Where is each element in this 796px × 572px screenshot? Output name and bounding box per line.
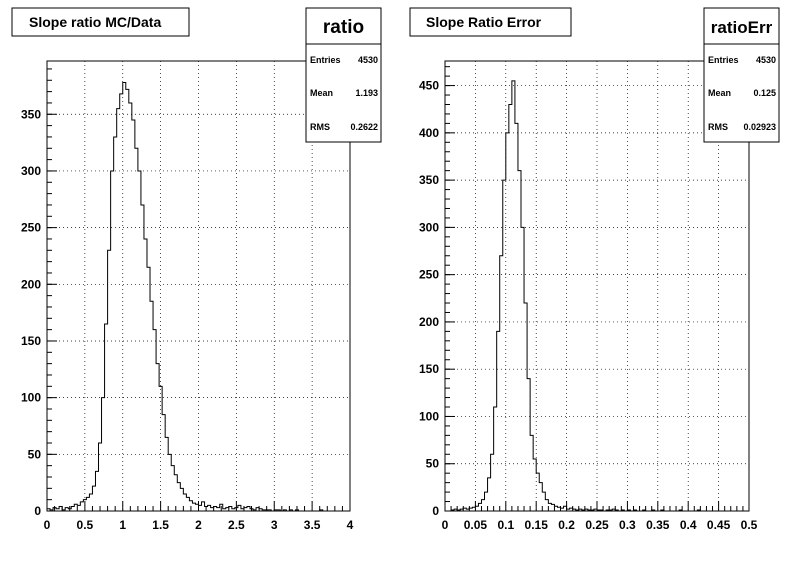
x-tick-label: 1.5: [152, 518, 169, 532]
stats-value-rms: 0.02923: [743, 122, 776, 132]
stats-name-ratioErr: ratioErr: [711, 18, 773, 37]
pad-ratioErr-xticks: 0 0.05 0.1 0.15 0.2 0.25 0.3 0.35 0.4 0.45 0.5: [442, 501, 758, 532]
y-tick-label: 300: [21, 164, 41, 178]
title-box-ratio: Slope ratio MC/Data: [11, 7, 190, 37]
x-tick-label: 0.2: [558, 518, 575, 532]
x-tick-label: 3: [271, 518, 278, 532]
y-tick-label: 250: [419, 268, 439, 282]
stats-label-rms: RMS: [708, 122, 728, 132]
stats-label-entries: Entries: [310, 55, 341, 65]
y-tick-label: 0: [34, 504, 41, 518]
x-tick-label: 0.35: [646, 518, 670, 532]
x-tick-label: 0.4: [680, 518, 697, 532]
x-tick-label: 3.5: [304, 518, 321, 532]
x-tick-label: 0.05: [464, 518, 488, 532]
x-tick-label: 0.1: [497, 518, 514, 532]
y-tick-label: 200: [419, 315, 439, 329]
y-tick-label: 450: [419, 79, 439, 93]
y-tick-label: 200: [21, 277, 41, 291]
pad-ratio-yticks: 0 50 100 150 200 250 300 350: [21, 68, 57, 518]
x-tick-label: 4: [347, 518, 354, 532]
stats-value-entries: 4530: [358, 55, 378, 65]
x-tick-label: 0.5: [741, 518, 758, 532]
x-tick-label: 2.5: [228, 518, 245, 532]
x-tick-label: 2: [195, 518, 202, 532]
stats-label-mean: Mean: [310, 88, 333, 98]
stats-box-ratio: ratio Entries 4530 Mean 1.193 RMS 0.2622: [305, 7, 382, 143]
y-tick-label: 350: [419, 173, 439, 187]
stats-label-rms: RMS: [310, 122, 330, 132]
x-tick-label: 0.45: [707, 518, 731, 532]
chart-title-ratioErr: Slope Ratio Error: [426, 14, 542, 30]
stats-value-rms: 0.2622: [350, 122, 378, 132]
x-tick-label: 0.25: [585, 518, 609, 532]
pad-ratio-grid: [47, 61, 350, 511]
x-tick-label: 0.15: [525, 518, 549, 532]
y-tick-label: 50: [28, 447, 42, 461]
y-tick-label: 100: [419, 409, 439, 423]
stats-label-mean: Mean: [708, 88, 731, 98]
pad-ratioErr-yticks: 0 50 100 150 200 250 300 350 400 450: [419, 66, 455, 518]
y-tick-label: 100: [21, 391, 41, 405]
stats-value-mean: 0.125: [753, 88, 776, 98]
stats-label-entries: Entries: [708, 55, 739, 65]
pad-ratio: 0 0.5 1 1.5 2 2.5 3 3.5 4 050100150200250300350 …: [11, 7, 382, 532]
x-tick-label: 0.3: [619, 518, 636, 532]
y-tick-label: 50: [426, 457, 440, 471]
stats-value-mean: 1.193: [355, 88, 378, 98]
title-box-ratioErr: Slope Ratio Error: [409, 7, 572, 37]
chart-title-ratio: Slope ratio MC/Data: [29, 14, 161, 30]
x-tick-label: 1: [119, 518, 126, 532]
x-tick-label: 0: [442, 518, 449, 532]
y-tick-label: 350: [21, 107, 41, 121]
y-tick-label: 250: [21, 221, 41, 235]
y-tick-label: 150: [21, 334, 41, 348]
pad-ratioErr: 0 0.05 0.1 0.15 0.2 0.25 0.3 0.35 0.4 0.45 0.5 0 50…: [409, 7, 780, 532]
y-tick-label: 150: [419, 362, 439, 376]
pad-ratioErr-grid: [445, 61, 749, 511]
pad-ratio-xticks: 0 0.5 1 1.5 2 2.5 3 3.5 4: [44, 501, 354, 532]
x-tick-label: 0: [44, 518, 51, 532]
x-tick-label: 0.5: [77, 518, 94, 532]
stats-box-ratioErr: ratioErr Entries 4530 Mean 0.125 RMS 0.0…: [703, 7, 780, 143]
y-tick-label: 400: [419, 126, 439, 140]
stats-name-ratio: ratio: [323, 17, 364, 38]
y-tick-label: 0: [432, 504, 439, 518]
y-tick-label: 300: [419, 220, 439, 234]
stats-value-entries: 4530: [756, 55, 776, 65]
